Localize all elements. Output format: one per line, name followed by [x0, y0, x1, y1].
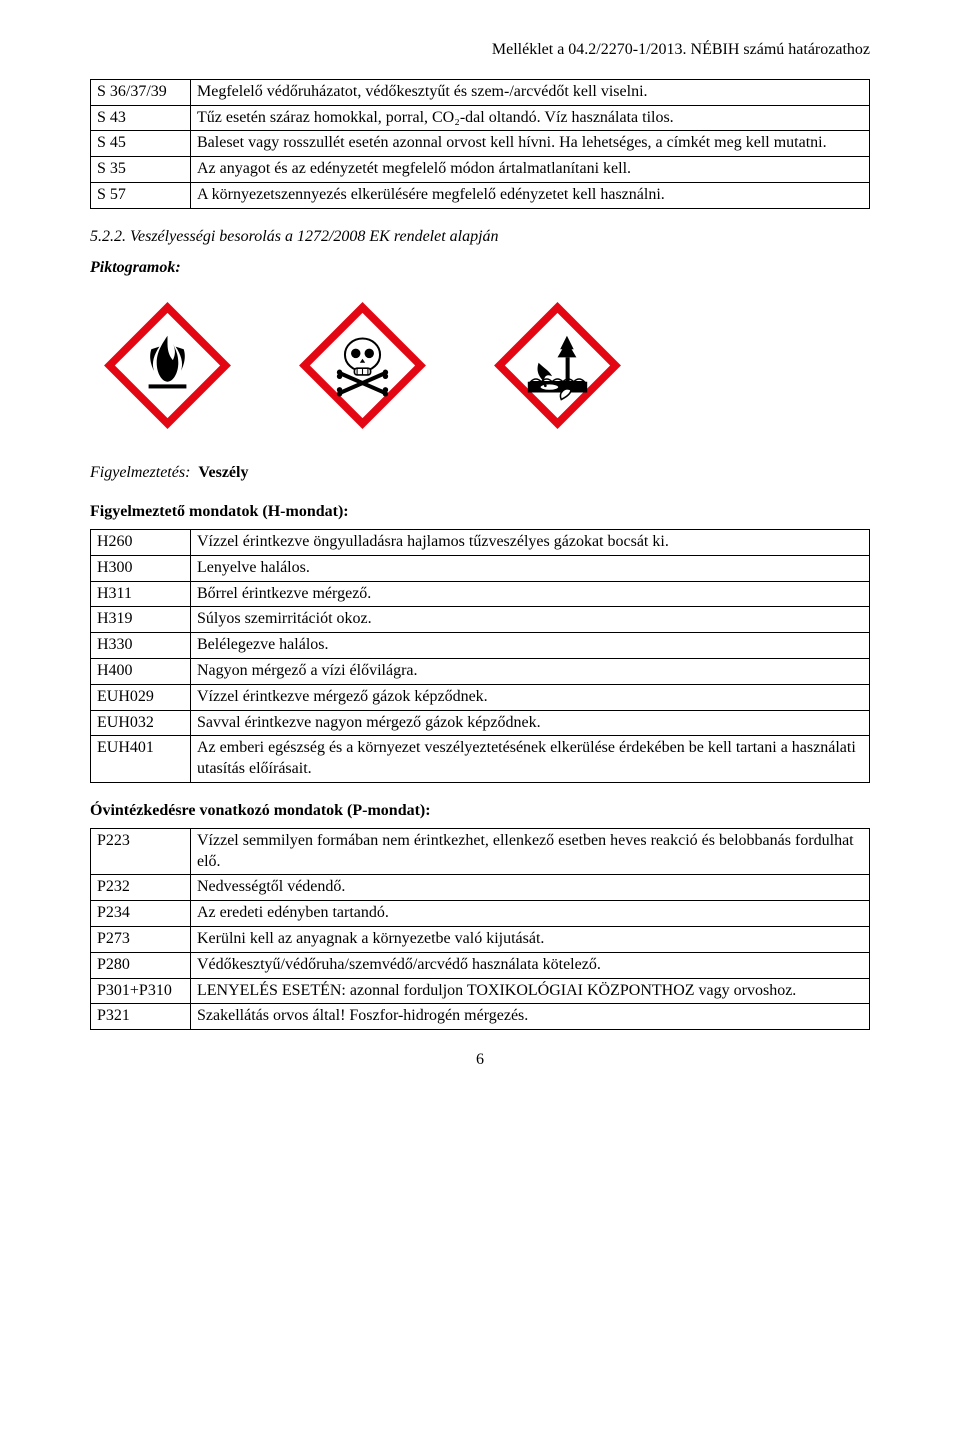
- s-phrase-row: S 35Az anyagot és az edényzetét megfelel…: [91, 157, 870, 183]
- s-phrase-code: S 57: [91, 182, 191, 208]
- p-statement-text: Védőkesztyű/védőruha/szemvédő/arcvédő ha…: [191, 952, 870, 978]
- h-statements-title: Figyelmeztető mondatok (H-mondat):: [90, 502, 870, 523]
- h-statement-code: H260: [91, 529, 191, 555]
- p-statement-code: P234: [91, 901, 191, 927]
- h-statement-row: H260Vízzel érintkezve öngyulladásra hajl…: [91, 529, 870, 555]
- p-statement-code: P321: [91, 1004, 191, 1030]
- h-statement-text: Súlyos szemirritációt okoz.: [191, 607, 870, 633]
- h-statement-row: H330Belélegezve halálos.: [91, 633, 870, 659]
- attention-label: Figyelmeztetés:: [90, 464, 190, 481]
- p-statements-title: Óvintézkedésre vonatkozó mondatok (P-mon…: [90, 801, 870, 822]
- p-statement-text: LENYELÉS ESETÉN: azonnal forduljon TOXIK…: [191, 978, 870, 1004]
- p-statement-row: P234Az eredeti edényben tartandó.: [91, 901, 870, 927]
- skull-crossbones-icon: [295, 298, 430, 433]
- p-statement-code: P301+P310: [91, 978, 191, 1004]
- h-statement-row: H300Lenyelve halálos.: [91, 555, 870, 581]
- h-statement-row: H400Nagyon mérgező a vízi élővilágra.: [91, 658, 870, 684]
- p-statement-text: Nedvességtől védendő.: [191, 875, 870, 901]
- page-number: 6: [90, 1050, 870, 1071]
- s-phrase-row: S 36/37/39Megfelelő védőruházatot, védők…: [91, 79, 870, 105]
- p-statement-text: Kerülni kell az anyagnak a környezetbe v…: [191, 926, 870, 952]
- h-statement-code: H400: [91, 658, 191, 684]
- section-5-2-2-title: 5.2.2. Veszélyességi besorolás a 1272/20…: [90, 227, 870, 248]
- h-statement-row: EUH401Az emberi egészség és a környezet …: [91, 736, 870, 783]
- attention-line: Figyelmeztetés: Veszély: [90, 463, 870, 484]
- h-statement-row: EUH032Savval érintkezve nagyon mérgező g…: [91, 710, 870, 736]
- p-statement-text: Az eredeti edényben tartandó.: [191, 901, 870, 927]
- p-statement-row: P223Vízzel semmilyen formában nem érintk…: [91, 828, 870, 875]
- p-statement-row: P301+P310LENYELÉS ESETÉN: azonnal fordul…: [91, 978, 870, 1004]
- p-statement-code: P223: [91, 828, 191, 875]
- p-statement-row: P273Kerülni kell az anyagnak a környezet…: [91, 926, 870, 952]
- h-statement-row: H319Súlyos szemirritációt okoz.: [91, 607, 870, 633]
- h-statement-code: EUH401: [91, 736, 191, 783]
- attention-value: Veszély: [198, 464, 248, 481]
- s-phrase-code: S 36/37/39: [91, 79, 191, 105]
- p-statement-text: Vízzel semmilyen formában nem érintkezhe…: [191, 828, 870, 875]
- s-phrase-text: Megfelelő védőruházatot, védőkesztyűt és…: [191, 79, 870, 105]
- pictograms-label: Piktogramok:: [90, 258, 870, 279]
- p-statement-row: P321Szakellátás orvos által! Foszfor-hid…: [91, 1004, 870, 1030]
- h-statement-text: Nagyon mérgező a vízi élővilágra.: [191, 658, 870, 684]
- h-statement-code: H311: [91, 581, 191, 607]
- h-statement-text: Belélegezve halálos.: [191, 633, 870, 659]
- s-phrase-code: S 43: [91, 105, 191, 131]
- h-statement-code: H330: [91, 633, 191, 659]
- document-header: Melléklet a 04.2/2270-1/2013. NÉBIH szám…: [90, 40, 870, 61]
- h-statement-row: H311Bőrrel érintkezve mérgező.: [91, 581, 870, 607]
- p-statement-row: P232Nedvességtől védendő.: [91, 875, 870, 901]
- h-statement-text: Savval érintkezve nagyon mérgező gázok k…: [191, 710, 870, 736]
- h-statement-code: EUH032: [91, 710, 191, 736]
- s-phrase-code: S 35: [91, 157, 191, 183]
- s-phrase-text: Baleset vagy rosszullét esetén azonnal o…: [191, 131, 870, 157]
- s-phrase-text: A környezetszennyezés elkerülésére megfe…: [191, 182, 870, 208]
- s-phrase-row: S 57A környezetszennyezés elkerülésére m…: [91, 182, 870, 208]
- s-phrase-text: Az anyagot és az edényzetét megfelelő mó…: [191, 157, 870, 183]
- h-statement-text: Az emberi egészség és a környezet veszél…: [191, 736, 870, 783]
- s-phrase-row: S 45Baleset vagy rosszullét esetén azonn…: [91, 131, 870, 157]
- h-statement-code: H319: [91, 607, 191, 633]
- s-phrases-table: S 36/37/39Megfelelő védőruházatot, védők…: [90, 79, 870, 209]
- p-statement-code: P232: [91, 875, 191, 901]
- p-statement-code: P273: [91, 926, 191, 952]
- s-phrase-text: Tűz esetén száraz homokkal, porral, CO₂-…: [191, 105, 870, 131]
- flame-icon: [100, 298, 235, 433]
- s-phrase-code: S 45: [91, 131, 191, 157]
- h-statement-text: Lenyelve halálos.: [191, 555, 870, 581]
- environment-icon: [490, 298, 625, 433]
- p-statements-table: P223Vízzel semmilyen formában nem érintk…: [90, 828, 870, 1030]
- h-statement-text: Bőrrel érintkezve mérgező.: [191, 581, 870, 607]
- h-statement-code: EUH029: [91, 684, 191, 710]
- h-statement-row: EUH029Vízzel érintkezve mérgező gázok ké…: [91, 684, 870, 710]
- h-statements-table: H260Vízzel érintkezve öngyulladásra hajl…: [90, 529, 870, 783]
- p-statement-row: P280Védőkesztyű/védőruha/szemvédő/arcvéd…: [91, 952, 870, 978]
- p-statement-text: Szakellátás orvos által! Foszfor-hidrogé…: [191, 1004, 870, 1030]
- p-statement-code: P280: [91, 952, 191, 978]
- s-phrase-row: S 43Tűz esetén száraz homokkal, porral, …: [91, 105, 870, 131]
- h-statement-text: Vízzel érintkezve öngyulladásra hajlamos…: [191, 529, 870, 555]
- pictograms-row: [90, 298, 870, 433]
- h-statement-text: Vízzel érintkezve mérgező gázok képződne…: [191, 684, 870, 710]
- h-statement-code: H300: [91, 555, 191, 581]
